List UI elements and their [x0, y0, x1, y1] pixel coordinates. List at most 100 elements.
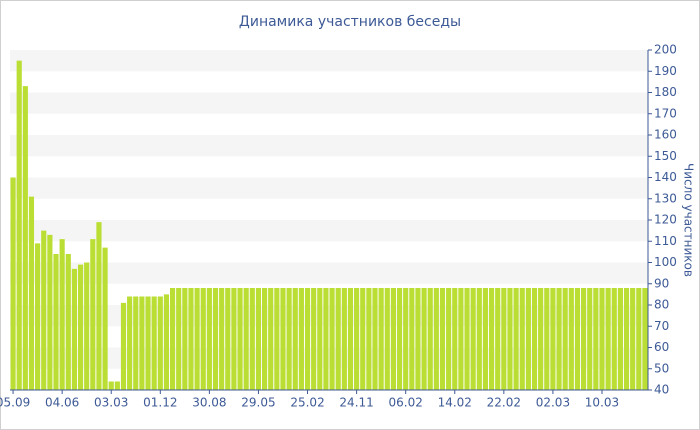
bar [200, 288, 206, 390]
x-tick-label: 02.03 [536, 396, 570, 410]
grid-band [10, 177, 648, 199]
bar [268, 288, 274, 390]
bar [360, 288, 366, 390]
bar [169, 288, 176, 390]
bar [194, 288, 200, 390]
x-tick-label: 22.02 [487, 396, 521, 410]
bar [298, 288, 304, 390]
bar [280, 288, 286, 390]
bar [372, 288, 378, 390]
y-tick-label: 120 [654, 213, 677, 227]
bar [390, 288, 396, 390]
grid-band [10, 347, 648, 369]
y-tick-label: 170 [654, 106, 677, 120]
y-tick-label: 40 [654, 383, 669, 397]
bar [495, 288, 501, 390]
bar [182, 288, 188, 390]
bar [35, 243, 41, 390]
bar [120, 302, 127, 390]
bar [476, 288, 482, 390]
grid-band [10, 92, 648, 114]
bar [108, 381, 114, 390]
bar [329, 288, 335, 390]
bar [133, 296, 139, 390]
y-tick-label: 140 [654, 170, 677, 184]
bar [439, 288, 446, 390]
bar [593, 288, 599, 390]
bar [458, 288, 464, 390]
bar [262, 288, 268, 390]
bar [176, 288, 182, 390]
bar [501, 288, 507, 390]
bar [562, 288, 568, 390]
bar [433, 288, 439, 390]
bar [347, 288, 354, 390]
bar [464, 288, 470, 390]
x-tick-label: 29.05 [241, 396, 275, 410]
y-tick-label: 180 [654, 85, 677, 99]
x-tick-label: 30.08 [192, 396, 226, 410]
chart-title: Динамика участников беседы [239, 14, 461, 30]
bar [488, 288, 495, 390]
bar [212, 288, 219, 390]
bar [605, 288, 611, 390]
bar [127, 296, 133, 390]
bar [396, 288, 403, 390]
bar [556, 288, 562, 390]
bar [354, 288, 360, 390]
y-axis-label: Число участников [682, 163, 696, 277]
bar [630, 288, 636, 390]
grid-band [10, 220, 648, 242]
bar [65, 254, 71, 390]
x-tick-label: 01.12 [143, 396, 177, 410]
bar [531, 288, 538, 390]
grid-band [10, 305, 648, 327]
x-tick-label: 06.02 [389, 396, 423, 410]
grid-band [10, 262, 648, 284]
y-tick-label: 60 [654, 340, 669, 354]
bar [47, 234, 53, 390]
bar [77, 264, 84, 390]
x-tick-label: 25.02 [290, 396, 324, 410]
bar [421, 288, 427, 390]
bar [403, 288, 409, 390]
bar [384, 288, 390, 390]
bar [587, 288, 593, 390]
bar [243, 288, 249, 390]
bar [292, 288, 298, 390]
x-tick-label: 14.02 [438, 396, 472, 410]
bar [188, 288, 194, 390]
bar [470, 288, 476, 390]
bar [581, 288, 587, 390]
bar [427, 288, 433, 390]
bar [519, 288, 525, 390]
bar [513, 288, 519, 390]
bar [163, 294, 170, 390]
bar [90, 239, 96, 390]
bar [544, 288, 550, 390]
bar [237, 288, 243, 390]
grid-band [10, 135, 648, 157]
bar [623, 288, 630, 390]
bar [341, 288, 347, 390]
y-tick-label: 110 [654, 234, 677, 248]
bar [550, 288, 556, 390]
bar [366, 288, 372, 390]
bar [507, 288, 513, 390]
bar [636, 288, 642, 390]
bar [114, 381, 120, 390]
bar [41, 230, 47, 390]
y-tick-label: 200 [654, 43, 677, 57]
bar [16, 60, 22, 390]
bar [311, 288, 317, 390]
bar [599, 288, 605, 390]
bar [611, 288, 617, 390]
bar [219, 288, 225, 390]
x-tick-label: 10.03 [585, 396, 619, 410]
bar [225, 288, 231, 390]
bar [139, 296, 145, 390]
bar [231, 288, 237, 390]
bar [409, 288, 415, 390]
bar [22, 86, 28, 390]
